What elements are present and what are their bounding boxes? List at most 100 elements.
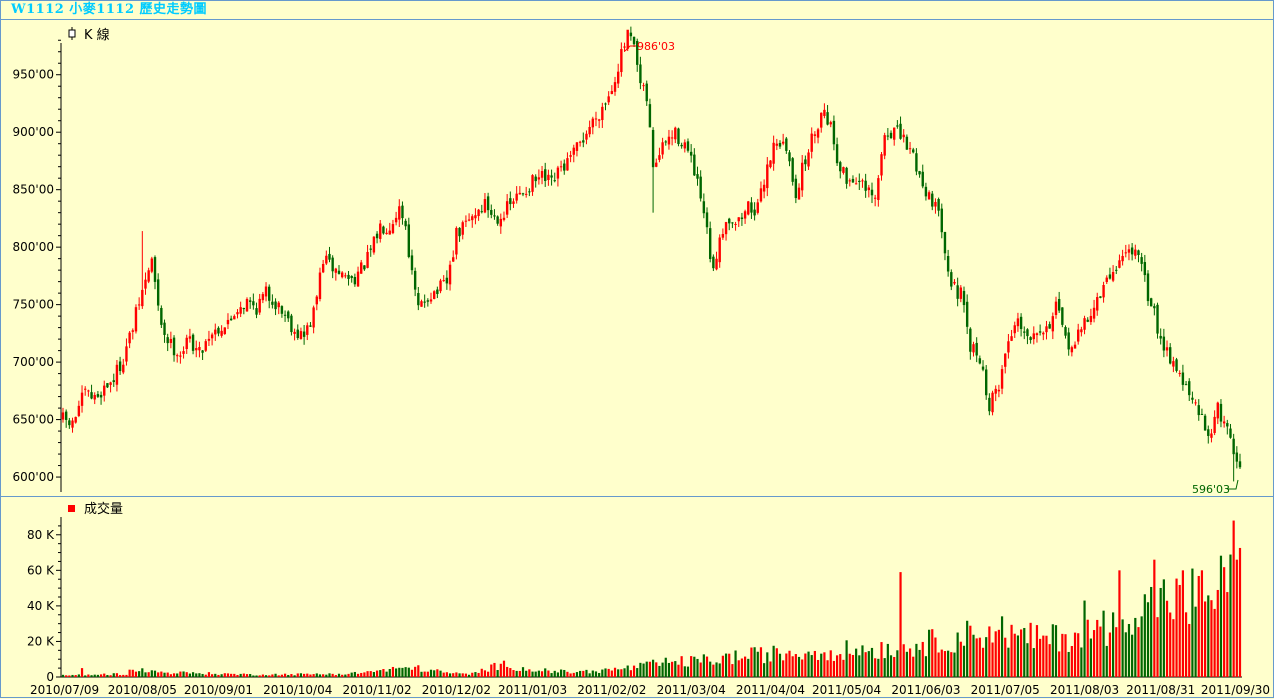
candle-body <box>442 280 445 282</box>
candle-body <box>118 361 122 372</box>
candle-body <box>160 307 163 325</box>
candle-body <box>959 287 963 299</box>
volume-bar <box>464 673 468 677</box>
candle-body <box>534 176 537 182</box>
volume-bar <box>585 669 588 677</box>
candle-body <box>613 82 617 92</box>
volume-bar <box>518 670 521 677</box>
volume-bar <box>937 652 940 677</box>
volume-bar <box>61 674 65 677</box>
volume-bar <box>626 665 629 677</box>
candle-body <box>591 118 595 128</box>
candle-body <box>661 142 664 155</box>
volume-bar <box>816 659 820 677</box>
volume-bar <box>433 670 436 677</box>
candle-body <box>68 420 71 426</box>
candle-body <box>712 256 715 269</box>
volume-bar <box>1054 625 1058 677</box>
candle-body <box>981 366 985 370</box>
candle-body <box>321 263 325 273</box>
volume-bar <box>899 572 902 677</box>
candle-body <box>1162 336 1166 351</box>
volume-bar <box>667 662 671 677</box>
candle-body <box>255 308 258 315</box>
candle-body <box>794 178 798 199</box>
volume-bar <box>93 674 96 677</box>
volume-bar <box>1238 547 1242 677</box>
candle-body <box>518 192 522 195</box>
candle-body <box>1121 255 1124 262</box>
candle-body <box>71 420 74 428</box>
candle-body <box>528 191 531 193</box>
candle-body <box>740 217 744 219</box>
candle-body <box>87 390 90 392</box>
volume-bar <box>661 662 664 677</box>
volume-bar <box>988 626 991 677</box>
candle-body <box>750 202 753 213</box>
volume-bar <box>747 658 750 677</box>
volume-bar <box>471 672 474 677</box>
candle-body <box>521 193 525 195</box>
volume-bar <box>1162 579 1165 677</box>
candle-body <box>179 355 182 357</box>
volume-bar <box>1121 619 1124 677</box>
candle-body <box>943 231 947 254</box>
candle-body <box>912 149 915 153</box>
volume-bar <box>613 667 617 677</box>
candle-body <box>1029 337 1032 341</box>
volume-legend-swatch <box>68 505 75 512</box>
candle-body <box>1016 318 1020 327</box>
volume-bar <box>1035 625 1039 677</box>
volume-bar <box>410 669 414 677</box>
candle-body <box>658 155 661 160</box>
candle-body <box>721 234 725 238</box>
candle-body <box>347 274 350 279</box>
volume-bar <box>540 671 544 677</box>
candle-body <box>791 158 794 182</box>
candle-body <box>772 142 775 164</box>
candle-body <box>839 162 842 172</box>
volume-bar <box>709 661 712 677</box>
candle-body <box>252 301 255 306</box>
volume-bar <box>1019 629 1023 677</box>
volume-bar <box>372 672 376 677</box>
candle-body <box>258 298 261 313</box>
volume-bar <box>1026 643 1029 677</box>
volume-bar <box>1146 602 1150 677</box>
volume-bar <box>924 656 928 677</box>
volume-bar <box>144 672 147 677</box>
volume-bar <box>318 674 322 677</box>
candle-body <box>115 364 119 385</box>
candle-body <box>93 395 96 400</box>
volume-bar <box>826 660 829 677</box>
volume-bar <box>185 672 188 677</box>
volume-bar <box>1197 575 1200 677</box>
volume-bar <box>191 672 195 677</box>
volume-bar <box>109 675 112 677</box>
candle-body <box>918 171 921 175</box>
volume-bar <box>448 673 452 677</box>
candle-body <box>493 215 496 217</box>
volume-bar <box>1226 592 1229 677</box>
volume-bar <box>271 674 274 677</box>
candle-body <box>236 312 239 315</box>
volume-bar <box>604 668 607 677</box>
candle-body <box>1146 273 1150 302</box>
candle-body <box>829 122 832 125</box>
candle-body <box>1143 262 1147 276</box>
volume-bar <box>242 673 245 677</box>
candle-body <box>1007 341 1010 353</box>
volume-bar <box>407 667 410 677</box>
candle-body <box>572 147 575 155</box>
volume-bar <box>426 671 429 677</box>
volume-bar <box>1077 633 1080 677</box>
volume-bar <box>794 654 797 677</box>
volume-bar <box>975 638 978 677</box>
volume-tick-label: 0 <box>46 670 54 684</box>
candle-body <box>991 392 994 413</box>
candle-body <box>1083 318 1086 330</box>
volume-bar <box>908 648 912 677</box>
volume-bar <box>728 653 731 677</box>
volume-bar <box>395 668 398 677</box>
volume-bar <box>385 671 388 677</box>
